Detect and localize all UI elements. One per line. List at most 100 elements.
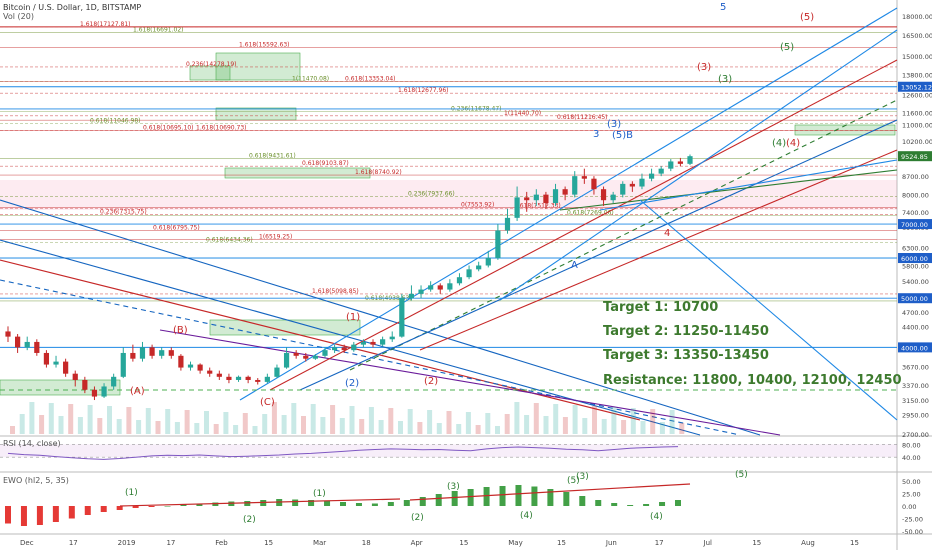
volume-bar (592, 406, 597, 434)
wave-label: (5) (800, 12, 814, 23)
fib-zone-4 (794, 124, 896, 136)
candle-body (562, 189, 568, 195)
x-tick: Apr (411, 539, 423, 547)
fib-zone-3 (224, 167, 371, 179)
volume-bar (562, 417, 568, 434)
volume-bar (174, 422, 180, 434)
candle-body (600, 189, 607, 201)
candle-body (187, 364, 194, 368)
volume-bar (465, 412, 471, 434)
ewo-bar (116, 506, 123, 510)
volume-bar (19, 414, 25, 434)
ewo-bar (292, 499, 299, 506)
ewo-bar (563, 492, 570, 506)
fib-label-11: 0.618(10695.10) (143, 125, 194, 132)
volume-bar (271, 402, 277, 434)
ewo-bar (20, 506, 27, 526)
wave-label: (5) (780, 42, 794, 53)
volume-bar (475, 425, 481, 434)
trend-line-5 (239, 7, 898, 401)
volume-bar (213, 424, 219, 434)
price-tick: 11000.00 (902, 121, 932, 129)
candle-body (101, 386, 107, 397)
volume-bar (281, 415, 287, 434)
volume-bar (262, 414, 268, 434)
trend-line-1 (0, 239, 701, 436)
volume-bar (533, 403, 539, 434)
trend-line-13 (599, 159, 898, 211)
candle-body (639, 178, 645, 187)
price-tick: 5400.00 (902, 278, 929, 286)
rsi-line (7, 446, 679, 460)
price-tick: 7400.00 (902, 209, 929, 217)
wave-label: (2) (424, 376, 438, 387)
ewo-wave-label: (5) (735, 470, 748, 480)
x-tick: Dec (20, 539, 34, 547)
candle-body (485, 258, 491, 266)
price-tick: 5800.00 (902, 262, 929, 270)
volume-bar (87, 405, 93, 434)
candle-body (274, 367, 280, 377)
price-tick: 8700.00 (902, 173, 929, 181)
price-tag-bg (898, 219, 932, 230)
volume-bar (310, 404, 316, 434)
ewo-bar (483, 487, 490, 506)
wave-label: (4) (786, 138, 800, 149)
volume-bar (650, 409, 656, 434)
x-tick: 15 (850, 539, 859, 547)
x-tick: Jul (703, 539, 713, 547)
candle-body (303, 355, 309, 359)
volume-bar (126, 407, 132, 434)
volume-bar (553, 404, 559, 434)
price-tick: 8000.00 (902, 192, 929, 200)
candle-body (572, 176, 578, 195)
ewo-bar (451, 491, 458, 506)
ewo-bar (579, 496, 586, 506)
volume-bar (107, 406, 112, 434)
wave-label: 5 (720, 2, 726, 13)
wave-label: (C) (260, 397, 275, 408)
fib-label-5: 0.618(13353.04) (345, 76, 396, 83)
candle-body (543, 194, 549, 204)
ewo-bar (340, 502, 346, 506)
price-tag-bg (898, 81, 932, 92)
ewo-wave-label: (4) (520, 511, 533, 521)
price-tag: 5000.00 (901, 295, 928, 303)
fib-label-21: 0.618(6795.75) (153, 225, 200, 232)
price-tick: 13800.00 (902, 71, 932, 79)
ewo-bar (435, 494, 442, 506)
fib-zone-2 (215, 107, 297, 121)
candle-body (53, 361, 59, 365)
candle-body (476, 265, 482, 270)
volume-bar (398, 421, 403, 434)
candle-body (168, 350, 174, 356)
price-tick: 12600.00 (902, 92, 932, 100)
ewo-bar (371, 503, 378, 506)
trend-line-10 (559, 169, 898, 211)
candle-body (380, 339, 386, 345)
candle-body (341, 347, 347, 351)
fib-label-23: 1(6519.25) (259, 234, 292, 241)
candle-body (456, 277, 463, 284)
volume-bar (495, 426, 500, 434)
volume-bar (669, 410, 675, 434)
ewo-bar (180, 504, 187, 506)
ewo-bar (659, 502, 666, 506)
ewo-bar (5, 506, 11, 524)
volume-bar (58, 416, 64, 434)
candle-body (591, 178, 597, 190)
volume-bar (242, 413, 248, 434)
price-tag: 4000.00 (901, 344, 928, 352)
fib-zone-5 (0, 379, 121, 396)
fib-label-15: 1.618(8740.92) (355, 169, 402, 176)
price-tag-bg (898, 293, 932, 304)
x-tick: 15 (459, 539, 468, 547)
candle-body (677, 161, 683, 164)
fib-label-1: 1.618(16691.02) (133, 27, 184, 34)
volume-bar (233, 425, 239, 434)
price-tick: 18000.00 (902, 13, 932, 21)
x-tick: Aug (801, 539, 815, 547)
fib-label-16: 0.236(7937.66) (408, 190, 455, 197)
candle-body (351, 344, 357, 351)
volume-bar (514, 402, 520, 434)
